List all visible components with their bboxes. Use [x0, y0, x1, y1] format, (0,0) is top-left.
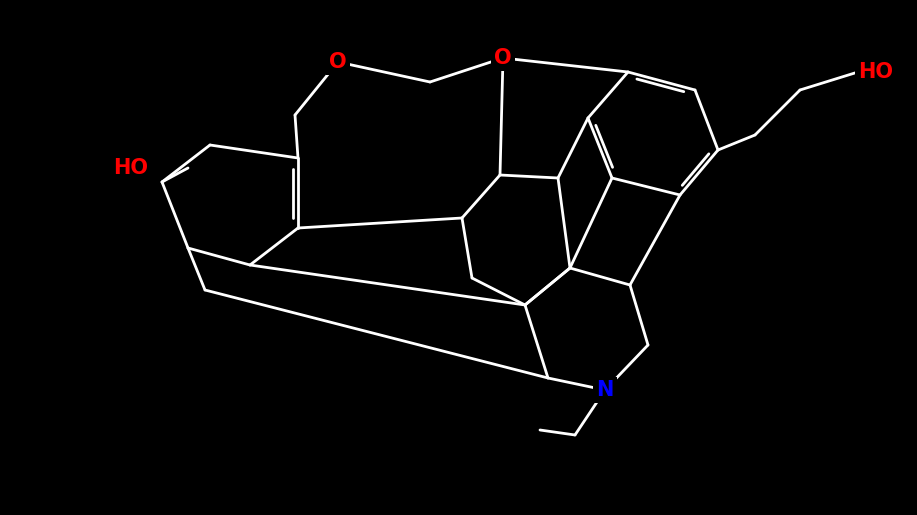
Text: O: O [329, 52, 347, 72]
Text: N: N [596, 380, 613, 400]
Text: HO: HO [858, 62, 893, 82]
Text: O: O [494, 48, 512, 68]
Text: HO: HO [113, 158, 148, 178]
